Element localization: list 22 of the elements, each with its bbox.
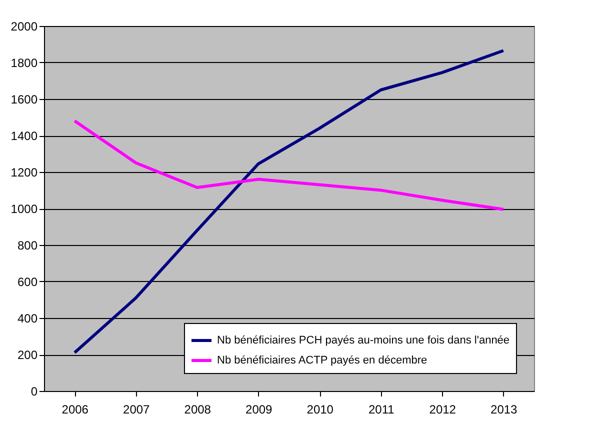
y-tick-label: 0: [30, 384, 38, 398]
y-tick-label: 400: [17, 312, 38, 326]
x-tick-label: 2006: [62, 402, 89, 416]
y-tick-label: 1200: [10, 166, 38, 180]
x-tick-label: 2008: [184, 402, 212, 416]
x-tick-label: 2007: [123, 402, 150, 416]
y-tick-label: 800: [17, 238, 38, 252]
x-tick-label: 2012: [429, 402, 456, 416]
x-tick-label: 2009: [246, 402, 273, 416]
y-tick-label: 1000: [10, 202, 38, 216]
x-tick-label: 2013: [490, 402, 518, 416]
y-tick-label: 1800: [10, 56, 38, 70]
y-tick-label: 200: [17, 348, 38, 362]
y-tick-label: 1400: [10, 129, 38, 143]
x-tick-label: 2011: [368, 402, 395, 416]
line-series: [73, 119, 505, 211]
legend-label: Nb bénéficiaires PCH payés au-moins une fois dans l'année: [217, 334, 510, 346]
y-tick-label: 1600: [10, 92, 38, 106]
x-tick-label: 2010: [306, 402, 334, 416]
legend-label: Nb bénéficiaires ACTP payés en décembre: [217, 354, 428, 366]
y-tick-label: 2000: [10, 20, 38, 34]
y-tick-label: 600: [17, 275, 38, 289]
